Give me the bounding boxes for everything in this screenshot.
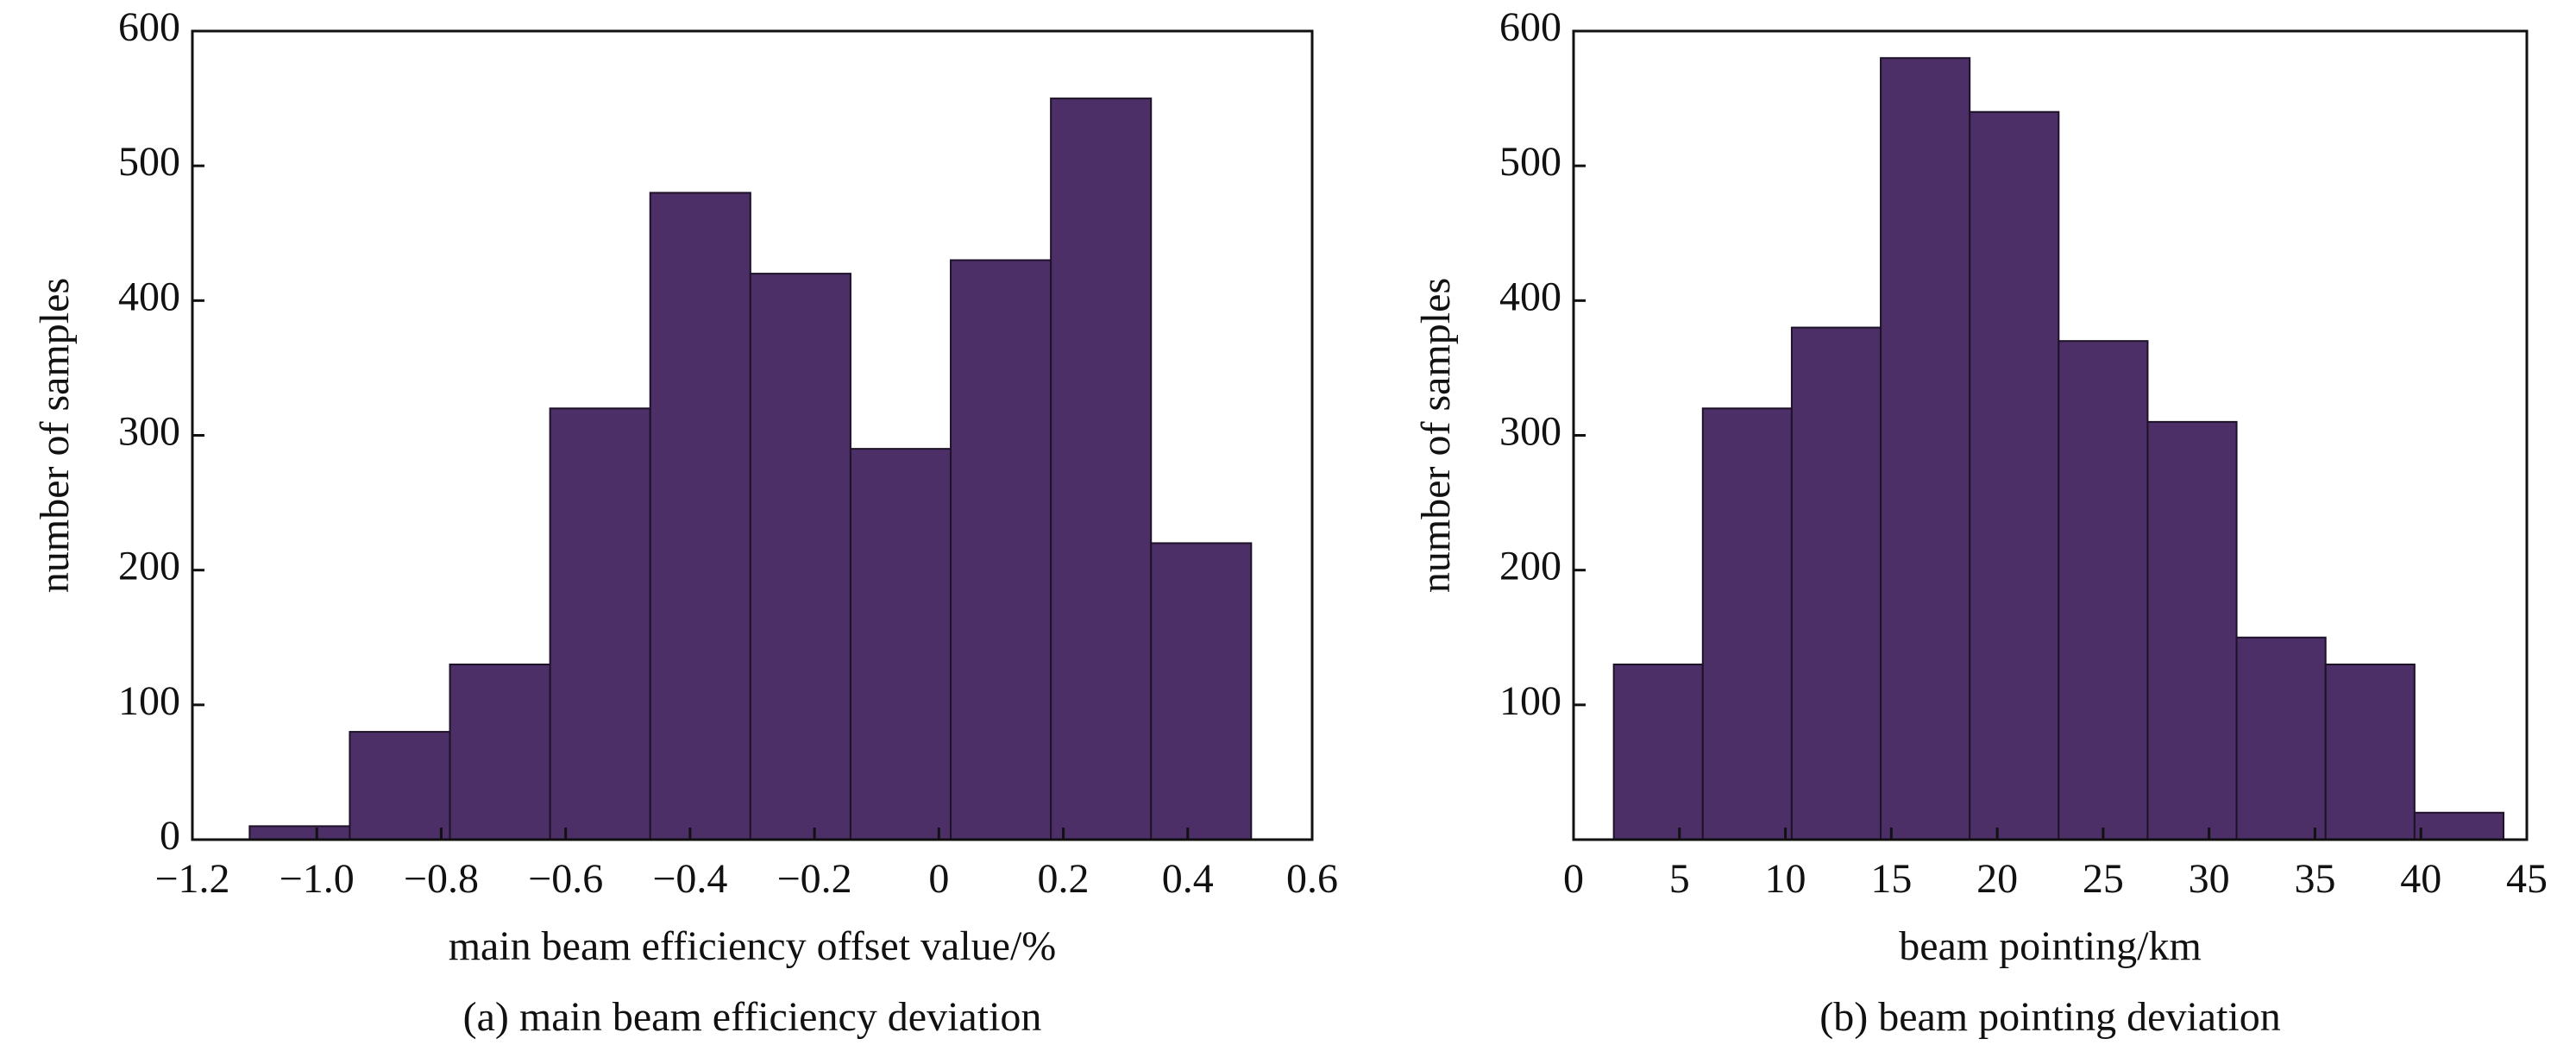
y-tick-label: 200 [1499, 544, 1561, 589]
x-tick-label: −0.6 [528, 856, 603, 902]
bar [1701, 407, 1793, 840]
y-tick-label: 300 [118, 409, 180, 455]
y-tick-label: 0 [160, 813, 180, 859]
y-tick-label: 600 [1499, 4, 1561, 50]
bar [950, 259, 1052, 840]
x-tick-label: 20 [1976, 856, 2018, 902]
x-tick-label: −1.0 [280, 856, 355, 902]
x-tick-label: 30 [2189, 856, 2230, 902]
bar [1790, 326, 1882, 841]
x-tick-label: −1.2 [154, 856, 229, 902]
bar [2058, 340, 2149, 840]
x-tick-label: 25 [2083, 856, 2124, 902]
x-axis-label: beam pointing/km [1899, 923, 2202, 969]
bar [2413, 811, 2504, 840]
y-axis-label: number of samples [32, 278, 78, 593]
x-tick-label: 0.4 [1162, 856, 1214, 902]
y-tick-label: 500 [118, 139, 180, 185]
x-tick-label: 10 [1765, 856, 1806, 902]
bar [849, 448, 952, 840]
caption: (a) main beam efficiency deviation [463, 994, 1042, 1040]
bar [349, 731, 451, 840]
y-axis-label: number of samples [1413, 278, 1459, 593]
x-tick-label: 5 [1669, 856, 1690, 902]
bar [2235, 636, 2327, 840]
bar [2146, 420, 2238, 840]
bar [649, 192, 751, 840]
x-tick-label: 0 [928, 856, 949, 902]
y-tick-label: 200 [118, 544, 180, 589]
x-tick-label: 0.6 [1286, 856, 1338, 902]
bar [248, 825, 351, 841]
y-tick-label: 600 [118, 4, 180, 50]
x-tick-label: 0.2 [1038, 856, 1090, 902]
y-tick-label: 100 [118, 678, 180, 724]
x-tick-label: 15 [1870, 856, 1912, 902]
caption: (b) beam pointing deviation [1819, 994, 2281, 1040]
y-tick-label: 100 [1499, 678, 1561, 724]
x-tick-label: 35 [2294, 856, 2335, 902]
x-tick-label: −0.2 [777, 856, 852, 902]
y-tick-label: 400 [118, 274, 180, 319]
bar [2324, 663, 2416, 840]
y-tick-label: 500 [1499, 139, 1561, 185]
x-tick-label: −0.8 [404, 856, 479, 902]
x-tick-label: 0 [1563, 856, 1584, 902]
bar [549, 407, 651, 840]
bar [1150, 542, 1253, 841]
bar [449, 663, 551, 840]
bar [749, 273, 851, 841]
bar [1050, 98, 1153, 841]
x-tick-label: 45 [2506, 856, 2548, 902]
y-tick-label: 300 [1499, 409, 1561, 455]
bar [1969, 110, 2060, 840]
x-axis-label: main beam efficiency offset value/% [449, 923, 1057, 969]
x-tick-label: 40 [2400, 856, 2441, 902]
y-tick-label: 400 [1499, 274, 1561, 319]
x-tick-label: −0.4 [652, 856, 727, 902]
bar [1880, 57, 1971, 840]
bar [1612, 663, 1704, 840]
